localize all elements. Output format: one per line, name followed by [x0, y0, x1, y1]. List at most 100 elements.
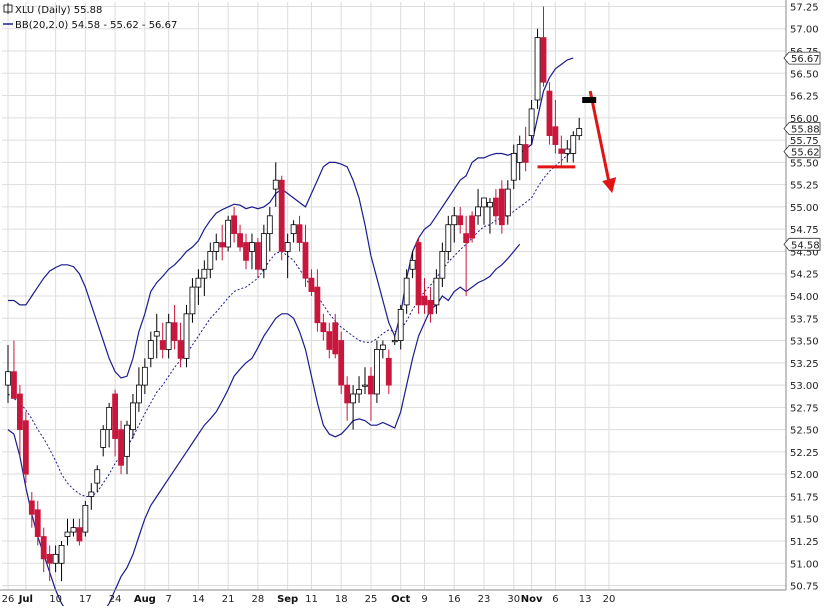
candle-body	[510, 153, 517, 181]
candle-body	[195, 277, 202, 288]
y-tick-label: 51.75	[790, 492, 819, 503]
y-tick-label: 52.50	[790, 426, 819, 437]
candle	[385, 349, 392, 394]
candle-body	[373, 349, 380, 395]
trend-arrow-head	[602, 177, 617, 194]
candle	[564, 140, 571, 163]
candle	[463, 215, 470, 296]
candle	[70, 518, 77, 537]
candle	[189, 278, 196, 323]
candle-body	[534, 37, 541, 101]
price-tag-label: 54.58	[791, 240, 820, 251]
x-tick-label: 17	[79, 594, 92, 605]
y-tick-label: 52.25	[790, 448, 819, 459]
candle	[403, 269, 410, 314]
candle	[52, 545, 59, 573]
candle	[338, 331, 345, 394]
candle	[368, 367, 374, 421]
candle-body	[463, 233, 470, 243]
candle-body	[332, 322, 339, 355]
candle-body	[118, 429, 124, 466]
candle	[28, 492, 35, 528]
candle-body	[11, 371, 17, 399]
candle-body	[40, 536, 47, 560]
y-tick-label: 54.00	[790, 292, 819, 303]
y-tick-label: 50.75	[790, 582, 819, 593]
candle	[106, 402, 113, 448]
candle	[100, 425, 107, 457]
candle-body	[445, 224, 452, 252]
candle-body	[457, 215, 464, 226]
x-tick-label: 23	[478, 594, 491, 605]
candle	[576, 117, 583, 141]
candle-body	[522, 144, 529, 163]
candle	[516, 135, 523, 181]
candle-body	[451, 215, 458, 226]
candle-body	[552, 126, 559, 145]
candle	[171, 304, 178, 350]
candle-body	[183, 313, 190, 359]
candle	[522, 126, 529, 172]
candle	[147, 331, 154, 368]
candle	[76, 518, 83, 546]
candle	[344, 376, 351, 421]
candle	[225, 215, 232, 252]
candle	[492, 189, 499, 225]
price-tag-box	[783, 51, 821, 65]
candle	[421, 278, 428, 314]
candle	[558, 135, 565, 167]
candle	[570, 131, 577, 163]
candle-body	[249, 242, 255, 252]
candle	[195, 269, 202, 305]
candle	[11, 340, 17, 399]
candle-body	[70, 527, 77, 533]
candle-body	[492, 197, 499, 217]
candle	[457, 206, 464, 234]
candle-body	[385, 357, 392, 386]
price-tag-label: 55.62	[791, 148, 820, 159]
price-tag: 55.62	[783, 145, 821, 159]
legend-bb-label: BB(20,2.0) 54.58 - 55.62 - 56.67	[15, 20, 177, 31]
candle-body	[272, 179, 279, 190]
candle-body	[94, 469, 101, 484]
price-tag: 55.88	[783, 122, 821, 136]
y-tick-label: 54.25	[790, 270, 819, 281]
candle-body	[314, 286, 321, 324]
candle	[296, 215, 303, 252]
candle	[22, 411, 29, 484]
candle-body	[475, 206, 481, 217]
candle-body	[487, 202, 493, 208]
candle	[350, 385, 357, 430]
y-tick-label: 54.75	[790, 225, 819, 236]
candle	[540, 6, 547, 87]
x-tick-label: Nov	[521, 594, 543, 605]
candle-body	[106, 406, 113, 431]
y-tick-label: 55.50	[790, 158, 819, 169]
candle	[201, 260, 208, 296]
candle-body	[189, 286, 196, 315]
candle-body	[576, 128, 583, 137]
x-tick-label: 11	[305, 594, 318, 605]
candle-body	[498, 188, 505, 226]
candle	[112, 389, 118, 457]
x-tick-label: Jul	[18, 594, 33, 605]
candle	[16, 385, 23, 457]
candle	[177, 322, 184, 368]
candle	[5, 345, 11, 403]
y-tick-label: 55.00	[790, 203, 819, 214]
candle-body	[22, 420, 29, 475]
candle-body	[237, 233, 243, 248]
price-tag: 56.67	[783, 51, 821, 65]
candle	[433, 269, 440, 314]
candle-body	[368, 375, 374, 395]
candle	[130, 394, 136, 439]
candle-body	[171, 322, 178, 341]
candle	[469, 211, 476, 243]
candle-body	[231, 215, 238, 235]
candle	[243, 233, 249, 270]
x-tick-label: 25	[365, 594, 378, 605]
candle-body	[165, 322, 172, 350]
trend-arrow-shaft	[588, 90, 611, 184]
candle-body	[290, 224, 297, 235]
